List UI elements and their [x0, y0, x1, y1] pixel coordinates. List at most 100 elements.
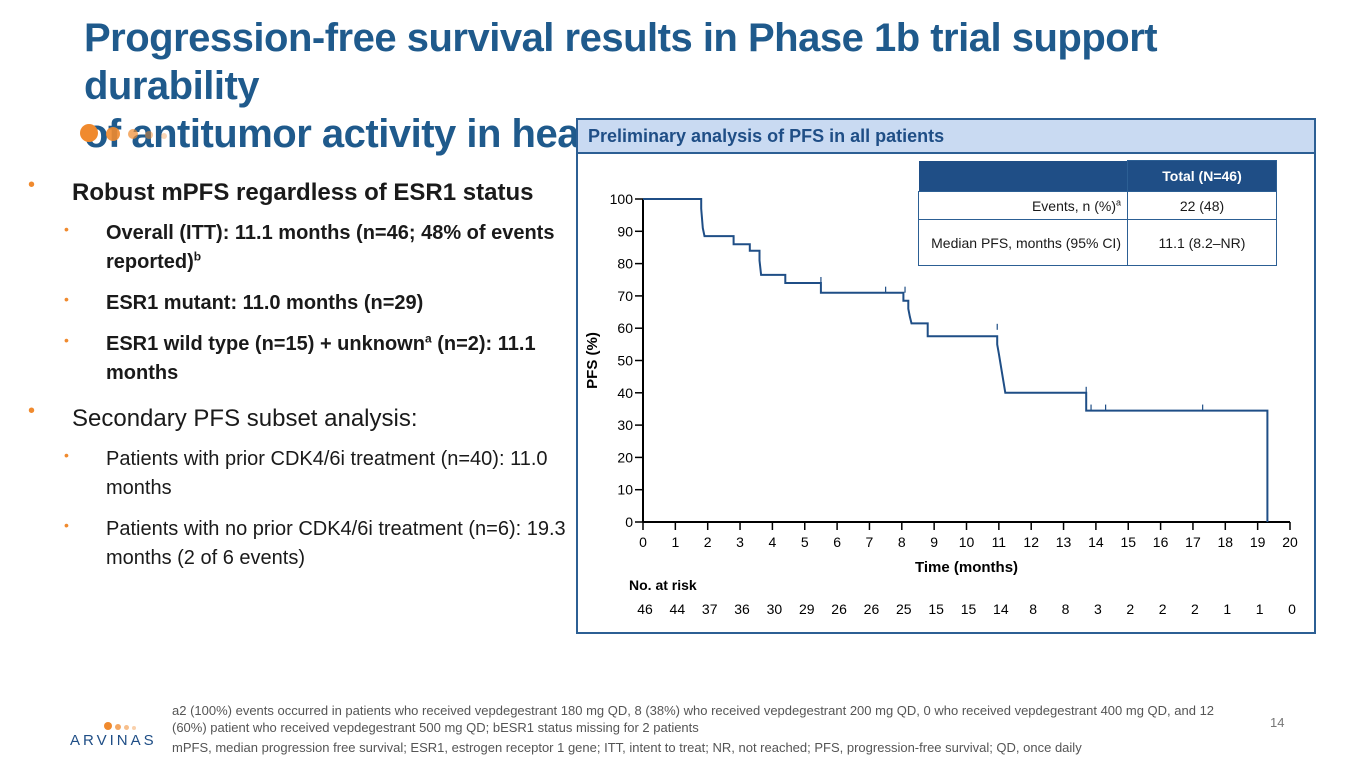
dot-icon: [161, 133, 167, 139]
bullet-item: • Secondary PFS subset analysis:: [28, 400, 573, 437]
logo-dot-icon: [124, 725, 129, 730]
risk-table-value: 29: [799, 601, 815, 617]
x-tick-label: 14: [1088, 534, 1104, 550]
table-row: Events, n (%)a 22 (48): [918, 191, 1277, 220]
sub-bullet-post: (n=2): 11.1 months: [106, 333, 536, 384]
x-tick-label: 4: [769, 534, 777, 550]
bullet-icon: •: [64, 332, 69, 348]
risk-table-value: 8: [1029, 601, 1037, 617]
x-axis-label: Time (months): [915, 559, 1018, 576]
chart-panel-title: Preliminary analysis of PFS in all patie…: [588, 126, 945, 146]
y-tick-label: 100: [610, 191, 634, 207]
x-tick-label: 13: [1056, 534, 1072, 550]
y-tick-label: 30: [617, 417, 633, 433]
y-tick-label: 10: [617, 482, 633, 498]
y-tick-label: 90: [617, 223, 633, 239]
page-number: 14: [1270, 715, 1285, 730]
dot-icon: [106, 127, 120, 141]
bullet-text: Robust mPFS regardless of ESR1 status: [72, 179, 534, 206]
x-tick-label: 11: [992, 534, 1007, 550]
risk-table-value: 44: [670, 601, 686, 617]
sub-bullet-text: Overall (ITT): 11.1 months (n=46; 48% of…: [106, 219, 573, 277]
x-tick-label: 19: [1250, 534, 1266, 550]
footnotes: a2 (100%) events occurred in patients wh…: [172, 702, 1242, 756]
footnote-marker: a: [1115, 196, 1121, 207]
y-tick-label: 60: [617, 320, 633, 336]
x-tick-label: 1: [671, 534, 679, 550]
stats-label-median: Median PFS, months (95% CI): [918, 219, 1128, 266]
y-tick-label: 50: [617, 353, 633, 369]
x-tick-label: 8: [898, 534, 906, 550]
y-tick-label: 20: [617, 449, 633, 465]
risk-table-value: 15: [961, 601, 977, 617]
x-tick-label: 2: [704, 534, 712, 550]
bullet-icon: •: [64, 221, 69, 237]
logo-wordmark: ARVINAS: [70, 732, 157, 749]
risk-table-value: 30: [767, 601, 783, 617]
stats-value-events: 22 (48): [1127, 191, 1277, 220]
sub-bullet-item: • Overall (ITT): 11.1 months (n=46; 48% …: [28, 219, 573, 277]
bullet-text: Secondary PFS subset analysis:: [72, 405, 418, 432]
risk-table-value: 8: [1062, 601, 1070, 617]
x-tick-label: 18: [1218, 534, 1234, 550]
bullet-item: • Robust mPFS regardless of ESR1 status: [28, 174, 573, 211]
x-tick-label: 5: [801, 534, 809, 550]
x-tick-label: 3: [736, 534, 744, 550]
risk-table-value: 0: [1288, 601, 1296, 617]
risk-table-value: 26: [864, 601, 880, 617]
x-tick-label: 9: [930, 534, 938, 550]
footnote-line2: mPFS, median progression free survival; …: [172, 740, 1082, 755]
risk-table-value: 1: [1256, 601, 1264, 617]
bullet-icon: •: [64, 447, 69, 463]
risk-table-value: 25: [896, 601, 912, 617]
risk-table-value: 36: [734, 601, 750, 617]
x-tick-label: 10: [959, 534, 975, 550]
y-tick-label: 40: [617, 385, 633, 401]
stats-table: Total (N=46) Events, n (%)a 22 (48) Medi…: [918, 160, 1277, 266]
sub-bullet-item: • Patients with prior CDK4/6i treatment …: [28, 445, 573, 503]
x-tick-label: 6: [833, 534, 841, 550]
y-tick-label: 80: [617, 256, 633, 272]
stats-value-median: 11.1 (8.2–NR): [1127, 219, 1277, 266]
x-tick-label: 7: [866, 534, 874, 550]
dot-icon: [80, 124, 98, 142]
sub-bullet-text: ESR1 mutant: 11.0 months (n=29): [106, 292, 424, 314]
logo-dot-icon: [132, 726, 136, 730]
sub-bullet-item: • Patients with no prior CDK4/6i treatme…: [28, 515, 573, 573]
bullet-icon: •: [28, 174, 36, 196]
risk-table-value: 46: [637, 601, 653, 617]
sub-bullet-item: • ESR1 wild type (n=15) + unknowna (n=2)…: [28, 330, 573, 388]
footnote-marker: a: [424, 331, 432, 346]
risk-table-value: 2: [1191, 601, 1199, 617]
footnote-line1: a2 (100%) events occurred in patients wh…: [172, 703, 1215, 735]
logo-dot-icon: [104, 722, 112, 730]
x-tick-label: 17: [1185, 534, 1201, 550]
x-tick-label: 16: [1153, 534, 1169, 550]
sub-bullet-item: • ESR1 mutant: 11.0 months (n=29): [28, 289, 573, 318]
bullet-list: • Robust mPFS regardless of ESR1 status …: [28, 174, 573, 585]
dot-icon: [128, 129, 138, 139]
risk-table-value: 2: [1159, 601, 1167, 617]
sub-bullet-text: ESR1 wild type (n=15) + unknowna (n=2): …: [106, 330, 573, 388]
y-axis-label: PFS (%): [584, 332, 601, 389]
x-tick-label: 20: [1282, 534, 1298, 550]
risk-table-value: 3: [1094, 601, 1102, 617]
y-tick-label: 0: [625, 514, 633, 530]
y-tick-label: 70: [617, 288, 633, 304]
stats-header: Total (N=46): [1127, 160, 1277, 192]
stats-header-blank: [918, 160, 1128, 192]
chart-panel-header: Preliminary analysis of PFS in all patie…: [578, 120, 1314, 154]
table-row: Median PFS, months (95% CI) 11.1 (8.2–NR…: [918, 219, 1277, 266]
risk-table-value: 37: [702, 601, 718, 617]
risk-table-value: 1: [1223, 601, 1231, 617]
page-title-line1: Progression-free survival results in Pha…: [84, 16, 1158, 108]
x-tick-label: 0: [639, 534, 647, 550]
risk-table-value: 26: [831, 601, 847, 617]
bullet-icon: •: [28, 400, 36, 422]
sub-bullet-text: Patients with no prior CDK4/6i treatment…: [106, 518, 566, 569]
stats-label-events: Events, n (%)a: [918, 191, 1128, 220]
dot-icon: [145, 131, 153, 139]
sub-bullet-main: Overall (ITT): 11.1 months (n=46; 48% of…: [106, 222, 555, 273]
sub-bullet-text: Patients with prior CDK4/6i treatment (n…: [106, 448, 548, 499]
